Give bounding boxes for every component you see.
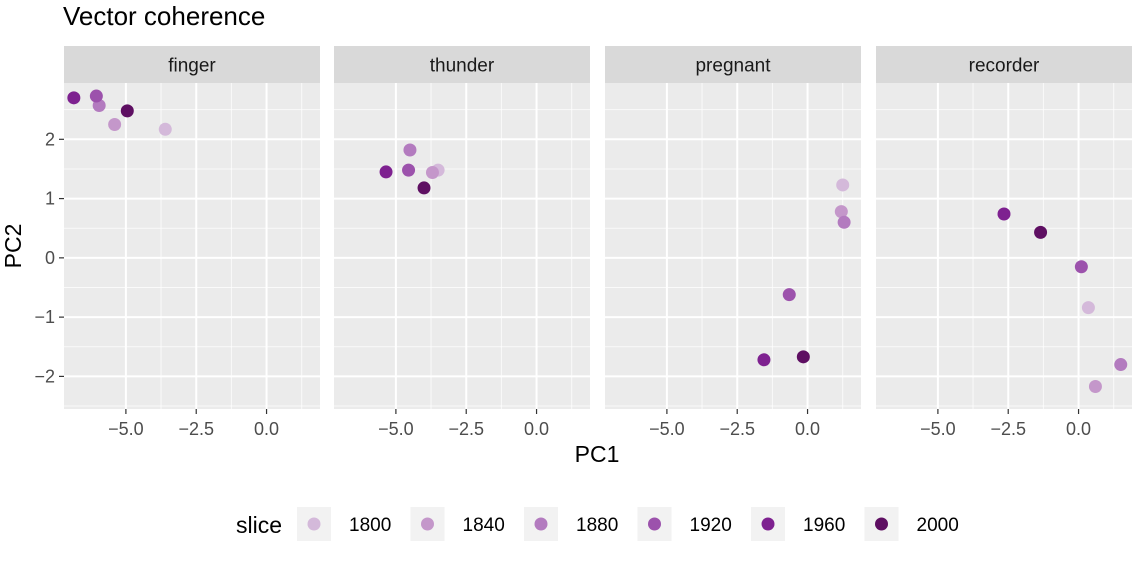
data-point-pregnant-1960 [757,353,771,367]
y-axis-title: PC2 [0,224,26,269]
data-point-recorder-1920 [1074,260,1088,274]
facet-strip [605,46,861,83]
legend-label: 1920 [690,515,732,536]
legend-title: slice [236,512,282,538]
y-tick-label: 0 [45,248,55,268]
data-point-recorder-1960 [997,207,1011,221]
data-point-pregnant-1920 [782,288,796,302]
x-tick-label: 0.0 [524,419,549,439]
legend-label: 1840 [463,515,505,536]
legend-swatch [534,517,548,531]
x-tick-label: −2.5 [178,419,214,439]
data-point-thunder-1920 [402,163,416,177]
data-point-thunder-1880 [403,143,417,157]
panel-background [876,83,1132,409]
legend-label: 2000 [917,515,959,536]
facet-strip-label: pregnant [695,56,771,77]
facet-panel-pregnant: pregnant −5.0 −2.5 0.0 [605,46,861,439]
x-tick-label: −5.0 [649,419,685,439]
legend-entry-1960: 1960 [751,507,845,541]
data-point-recorder-1840 [1088,379,1102,393]
x-tick-label: 0.0 [254,419,279,439]
x-tick-label: −2.5 [990,419,1026,439]
legend-swatch [761,517,775,531]
legend-swatch [648,517,661,531]
data-point-pregnant-2000 [796,350,810,364]
legend-swatch [875,517,888,531]
legend-label: 1960 [803,515,845,536]
legend-entry-1840: 1840 [410,507,505,541]
data-point-finger-1800 [158,122,172,136]
facet-strip-label: thunder [430,56,495,77]
data-point-finger-1840 [108,117,122,131]
panel-background [64,83,320,409]
y-tick-label: −2 [34,366,55,386]
x-tick-label: −5.0 [108,419,144,439]
data-point-recorder-1800 [1081,301,1095,315]
x-tick-label: −2.5 [448,419,484,439]
legend-entry-2000: 2000 [864,507,959,541]
data-point-pregnant-1800 [836,178,850,192]
data-point-thunder-1840 [425,166,439,180]
panel-background [334,83,590,409]
chart-title: Vector coherence [63,1,265,31]
data-point-finger-2000 [120,104,134,118]
facet-strip [334,46,590,83]
legend-swatch [307,517,321,531]
x-tick-label: −5.0 [378,419,414,439]
x-tick-label: −2.5 [719,419,755,439]
facet-panel-thunder: thunder −5.0 −2.5 0.0 [334,46,590,439]
data-point-pregnant-1880 [837,215,851,229]
x-tick-label: 0.0 [795,419,820,439]
legend-entry-1880: 1880 [524,507,618,541]
x-tick-label: −5.0 [920,419,956,439]
data-point-finger-1920 [89,89,103,103]
data-point-recorder-2000 [1034,225,1048,239]
data-point-finger-1960 [67,91,81,105]
x-axis-title: PC1 [575,441,620,467]
legend-label: 1800 [349,515,391,536]
legend-entry-1920: 1920 [637,507,732,541]
y-axis: 2 1 0 −1 −2 [34,129,64,386]
facet-strip [876,46,1132,83]
y-tick-label: 2 [45,129,55,149]
legend-entry-1800: 1800 [297,507,391,541]
legend: slice 1800 1840 1880 1920 1960 2000 [236,507,959,541]
panel-background [605,83,861,409]
y-tick-label: 1 [45,189,55,209]
facet-panel-finger: finger −5.0 −2.5 0.0 [64,46,320,439]
y-tick-label: −1 [34,307,55,327]
legend-label: 1880 [576,515,618,536]
data-point-pregnant-1840 [834,205,848,219]
data-point-thunder-2000 [417,181,431,195]
x-tick-label: 0.0 [1066,419,1091,439]
data-point-thunder-1960 [379,165,393,179]
data-point-recorder-1880 [1114,358,1128,372]
facet-strip [64,46,320,83]
legend-swatch [421,517,434,531]
facet-strip-label: finger [168,56,216,77]
facet-panel-recorder: recorder −5.0 −2.5 0.0 [876,46,1132,439]
facet-strip-label: recorder [969,56,1040,77]
